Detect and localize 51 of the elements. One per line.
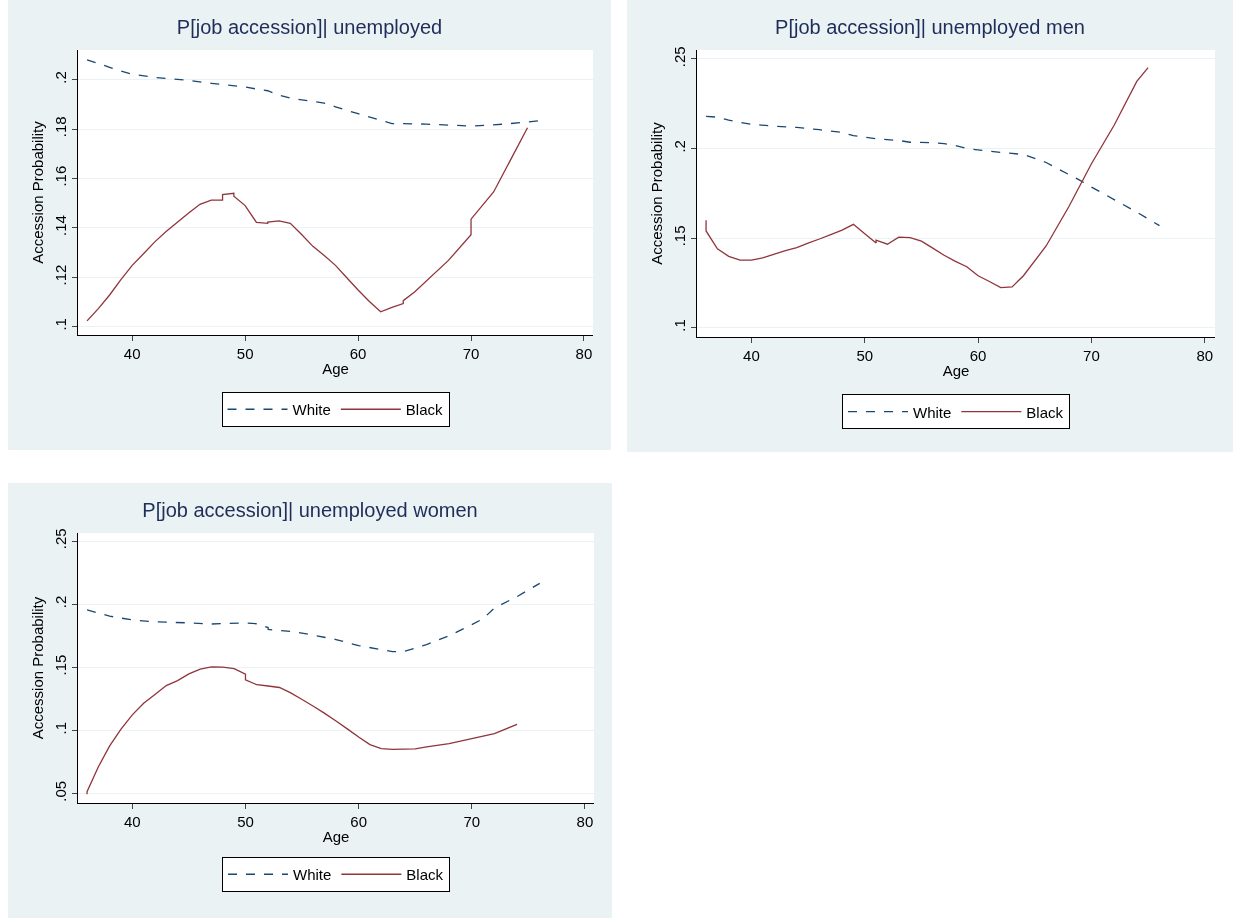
legend-label: White (913, 403, 952, 421)
x-tick-label: 60 (350, 813, 367, 830)
y-axis-title: Accession Probability (648, 121, 666, 265)
y-tick-label: .1 (52, 721, 69, 735)
x-tick-label: 40 (123, 345, 141, 362)
x-tick-label: 70 (462, 345, 480, 362)
y-tick-label: .2 (671, 140, 688, 153)
y-tick-label: .2 (52, 71, 69, 84)
y-tick-label: .25 (671, 46, 688, 68)
y-axis-title: Accession Probability (29, 120, 47, 264)
x-tick-label: 50 (856, 347, 874, 364)
line-series (86, 582, 541, 653)
legend-label: Black (405, 401, 444, 419)
chart-title: P[job accession]| unemployed (176, 16, 443, 39)
line-series (705, 66, 1149, 289)
x-tick-label: 60 (969, 347, 987, 364)
legend-label: White (293, 866, 332, 884)
x-axis-title: Age (322, 360, 349, 377)
x-tick-label: 50 (237, 813, 254, 830)
x-tick-label: 40 (123, 813, 141, 830)
legend-label: White (292, 401, 331, 419)
y-tick-label: .14 (52, 215, 69, 236)
legend-label: Black (1026, 403, 1064, 421)
y-tick-label: .15 (671, 225, 688, 247)
x-tick-label: 80 (576, 813, 594, 830)
y-tick-label: .2 (52, 595, 69, 609)
x-axis-title: Age (942, 362, 970, 379)
x-tick-label: 40 (743, 347, 760, 364)
chart-title: P[job accession]| unemployed men (775, 16, 1085, 39)
legend-label: Black (406, 866, 444, 884)
x-tick-label: 70 (463, 813, 481, 830)
y-tick-label: .1 (671, 319, 688, 332)
y-tick-label: .25 (52, 528, 69, 550)
y-tick-label: .12 (52, 264, 69, 286)
x-axis-title: Age (322, 828, 350, 845)
y-axis-title: Accession Probability (29, 596, 47, 740)
line-series (86, 127, 529, 322)
x-tick-label: 80 (1196, 347, 1214, 364)
x-tick-label: 60 (349, 345, 367, 362)
line-series (86, 666, 518, 795)
y-tick-label: .15 (52, 654, 69, 676)
x-tick-label: 70 (1083, 347, 1100, 364)
chart-title: P[job accession]| unemployed women (142, 498, 478, 521)
line-series (86, 59, 540, 127)
y-tick-label: .16 (52, 165, 69, 187)
line-series (705, 115, 1161, 227)
y-tick-label: .05 (52, 780, 69, 802)
x-tick-label: 80 (575, 345, 593, 362)
x-tick-label: 50 (236, 345, 254, 362)
y-tick-label: .1 (52, 318, 69, 331)
y-tick-label: .18 (52, 116, 69, 138)
